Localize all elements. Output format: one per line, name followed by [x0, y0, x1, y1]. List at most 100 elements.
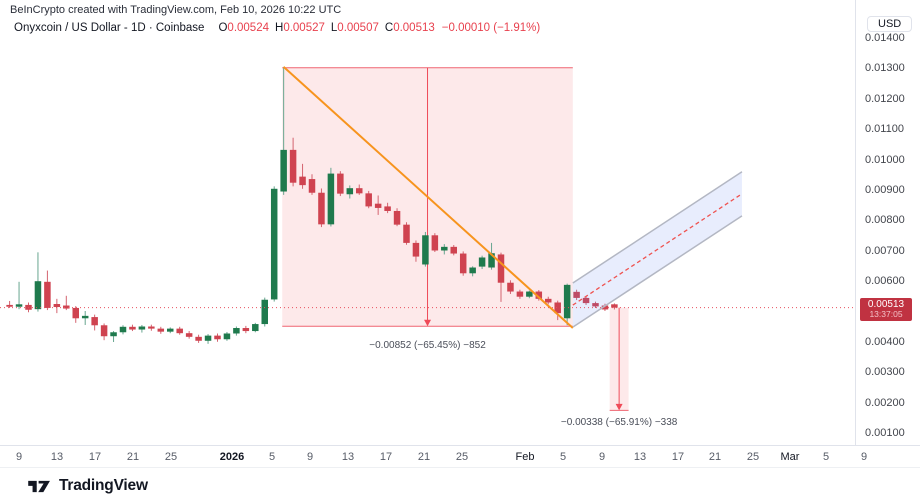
ohlc-value: 0.00527: [283, 22, 325, 34]
candle-body: [176, 328, 183, 334]
candle-body: [582, 297, 590, 304]
candle-body: [563, 284, 571, 319]
ohlc-key: O: [218, 22, 228, 34]
candles-series: [6, 66, 618, 344]
symbol-title: Onyxcoin / US Dollar - 1D · Coinbase: [14, 22, 205, 34]
candle-body: [53, 304, 61, 308]
candle-body: [422, 235, 429, 265]
candle-body: [81, 315, 89, 319]
tradingview-logo-icon: [28, 480, 50, 492]
time-tick: 25: [455, 451, 469, 463]
candle-body: [299, 176, 306, 186]
time-tick: 25: [746, 451, 760, 463]
price-tick: 0.00900: [865, 184, 905, 196]
candle-body: [185, 333, 193, 337]
candle-body: [441, 246, 448, 251]
time-tick: 5: [268, 451, 276, 463]
candle-body: [223, 333, 231, 340]
candle-body: [412, 242, 420, 257]
price-tick: 0.00800: [865, 214, 905, 226]
time-tick: 25: [164, 451, 178, 463]
footer-bar: TradingView: [0, 467, 920, 502]
tradingview-logo-text: TradingView: [59, 477, 148, 494]
candle-body: [403, 224, 410, 243]
price-tick: 0.00100: [865, 427, 905, 439]
time-tick: 21: [417, 451, 431, 463]
symbol-legend[interactable]: Onyxcoin / US Dollar - 1D · Coinbase O0.0…: [14, 22, 540, 34]
ohlc-value: 0.00507: [337, 22, 379, 34]
candle-body: [507, 282, 514, 292]
channel-upper-line[interactable]: [572, 171, 743, 284]
time-tick: 13: [633, 451, 647, 463]
candle-body: [374, 203, 382, 208]
candle-body: [44, 281, 51, 308]
candle-body: [204, 335, 212, 341]
candle-body: [129, 326, 136, 330]
time-tick: 5: [559, 451, 567, 463]
candle-body: [6, 304, 13, 307]
candle-body: [592, 303, 599, 307]
candle-body: [157, 328, 165, 332]
time-tick: 2026: [219, 451, 245, 463]
candle-body: [478, 257, 486, 267]
candle-body: [384, 206, 391, 211]
candlestick-plot[interactable]: [0, 0, 855, 445]
candle-body: [270, 188, 278, 300]
candle-body: [327, 173, 335, 225]
time-tick: 21: [126, 451, 140, 463]
candle-body: [280, 149, 287, 192]
candle-body: [34, 281, 42, 310]
price-tick: 0.01200: [865, 93, 905, 105]
bar-countdown: 13:37:05: [869, 308, 903, 319]
measure2-label: −0.00338 (−65.91%) −338: [560, 417, 678, 429]
time-tick: 17: [671, 451, 685, 463]
ohlc-values: O0.00524 H0.00527 L0.00507 C0.00513: [212, 22, 434, 34]
candle-body: [573, 291, 580, 298]
ohlc-value: 0.00513: [393, 22, 435, 34]
candle-body: [365, 193, 372, 207]
downtrend-line[interactable]: [282, 66, 574, 329]
time-axis[interactable]: 9 13 17 21 25 2026 5 9 13 17 21 25 Feb 5 9 13 17 21 25 Mar 5…: [0, 445, 920, 468]
candle-body: [91, 317, 98, 326]
candle-body: [214, 335, 221, 340]
candle-body: [611, 304, 618, 308]
candle-body: [459, 253, 467, 274]
candle-body: [100, 325, 108, 337]
time-tick: 17: [88, 451, 102, 463]
time-tick: 9: [598, 451, 606, 463]
measure1-label: −0.00852 (−65.45%) −852: [369, 340, 486, 352]
candle-body: [242, 328, 250, 332]
candle-body: [526, 291, 533, 297]
candle-body: [15, 304, 23, 307]
candle-body: [516, 291, 524, 297]
candle-body: [138, 326, 146, 330]
price-tick: 0.00700: [865, 245, 905, 257]
candle-body: [318, 192, 325, 225]
ohlc-key: L: [330, 22, 338, 34]
price-tick: 0.01400: [865, 32, 905, 44]
candle-body: [393, 210, 401, 225]
time-tick: Feb: [515, 451, 535, 463]
last-price-tag: 0.00513 13:37:05: [860, 297, 912, 321]
price-tick: 0.01000: [865, 154, 905, 166]
candle-body: [195, 336, 202, 341]
candle-body: [110, 332, 117, 337]
channel-lower-line[interactable]: [572, 215, 743, 328]
time-tick: 9: [15, 451, 23, 463]
candle-body: [308, 179, 316, 193]
candle-body: [469, 267, 476, 274]
currency-label[interactable]: USD: [867, 16, 913, 32]
ohlc-key: C: [384, 22, 394, 34]
tradingview-logo[interactable]: TradingView: [27, 477, 148, 495]
candle-body: [346, 188, 354, 195]
time-tick: 13: [341, 451, 355, 463]
time-tick: 21: [708, 451, 722, 463]
candle-body: [356, 188, 363, 194]
candle-body: [252, 324, 259, 332]
ohlc-value: 0.00524: [227, 22, 269, 34]
candle-body: [167, 328, 174, 332]
candle-body: [148, 326, 155, 329]
price-axis[interactable]: USD 0.00513 13:37:05 0.01400 0.01300 0.012…: [855, 0, 920, 445]
ohlc-key: H: [275, 22, 284, 34]
time-tick: 13: [50, 451, 64, 463]
